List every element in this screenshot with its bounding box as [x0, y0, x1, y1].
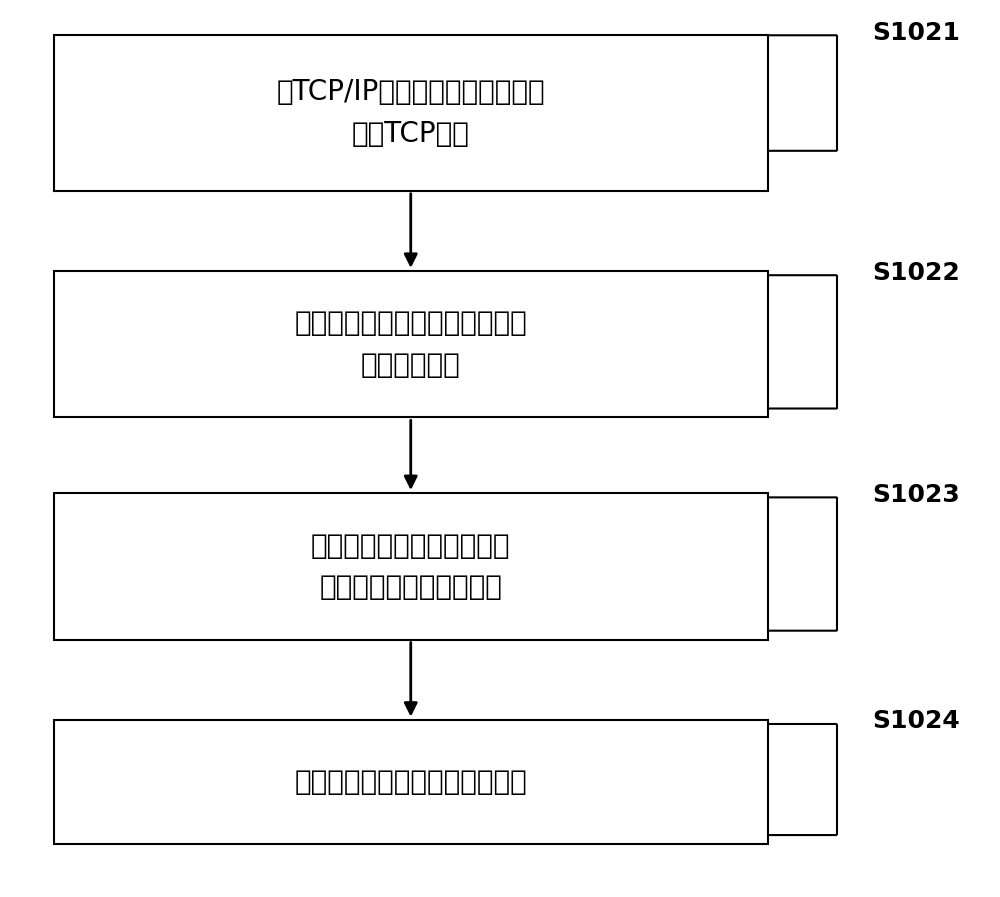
FancyBboxPatch shape: [54, 35, 768, 191]
Text: 使用动态密钥与所述远端服务器
进行相互认证: 使用动态密钥与所述远端服务器 进行相互认证: [294, 309, 527, 379]
Text: S1022: S1022: [872, 260, 960, 284]
FancyBboxPatch shape: [54, 719, 768, 844]
Text: 接收所述远端服务器发送的
包含所述随机密钥的报文: 接收所述远端服务器发送的 包含所述随机密钥的报文: [311, 532, 511, 601]
Text: S1023: S1023: [872, 483, 960, 507]
FancyBboxPatch shape: [54, 271, 768, 417]
Text: S1021: S1021: [872, 21, 960, 45]
Text: 从所述报文中提取所述随机密钥: 从所述报文中提取所述随机密钥: [294, 768, 527, 796]
FancyBboxPatch shape: [54, 493, 768, 640]
Text: 以TCP/IP协议与所述远端服务器
建立TCP连接: 以TCP/IP协议与所述远端服务器 建立TCP连接: [276, 78, 545, 148]
Text: S1024: S1024: [872, 710, 960, 734]
